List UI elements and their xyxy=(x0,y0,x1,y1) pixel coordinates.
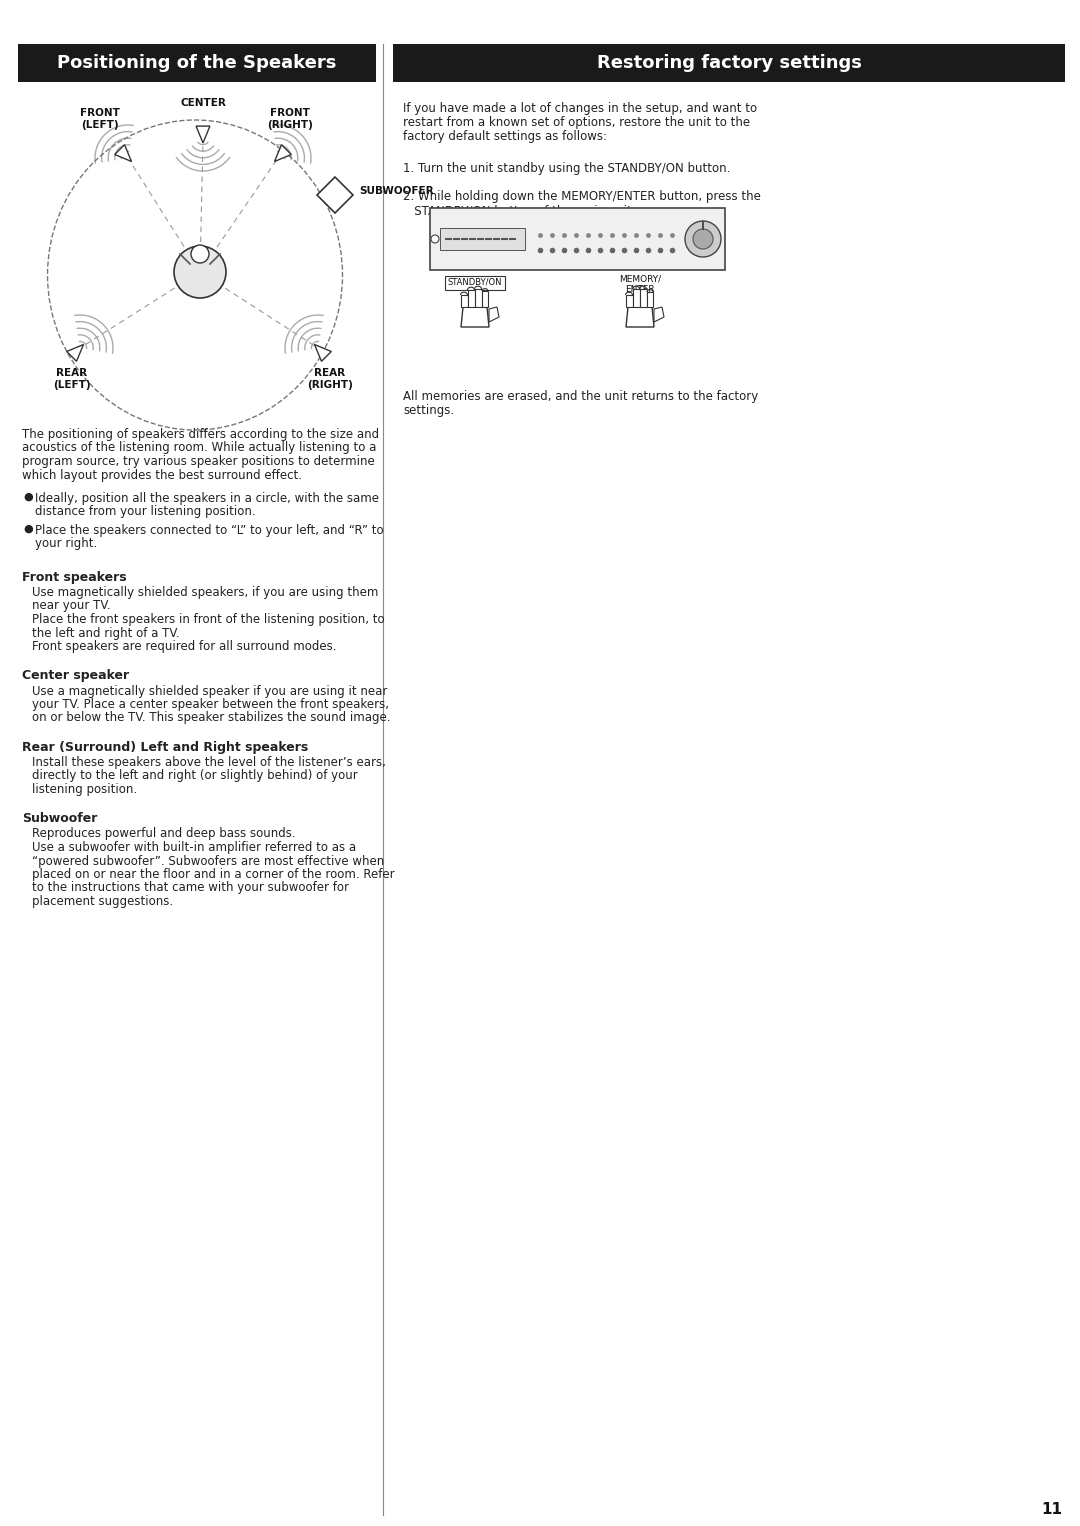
Text: program source, try various speaker positions to determine: program source, try various speaker posi… xyxy=(22,455,375,468)
Text: near your TV.: near your TV. xyxy=(32,600,110,612)
Text: REAR: REAR xyxy=(56,368,87,378)
Text: Restoring factory settings: Restoring factory settings xyxy=(596,53,862,72)
Text: FRONT: FRONT xyxy=(80,108,120,118)
Text: Front speakers: Front speakers xyxy=(22,571,126,584)
Polygon shape xyxy=(274,145,292,162)
Polygon shape xyxy=(461,307,489,327)
Bar xyxy=(461,295,468,307)
Bar xyxy=(475,288,482,307)
Polygon shape xyxy=(67,345,83,362)
Bar xyxy=(647,291,653,307)
Text: STANDBY/ON button of the main unit.: STANDBY/ON button of the main unit. xyxy=(403,204,636,217)
Text: ●: ● xyxy=(23,491,32,502)
Text: Subwoofer: Subwoofer xyxy=(22,812,97,826)
Text: 2. While holding down the MEMORY/ENTER button, press the: 2. While holding down the MEMORY/ENTER b… xyxy=(403,191,761,203)
Text: REAR: REAR xyxy=(314,368,346,378)
Text: to the instructions that came with your subwoofer for: to the instructions that came with your … xyxy=(32,882,349,894)
Text: Place the front speakers in front of the listening position, to: Place the front speakers in front of the… xyxy=(32,613,384,626)
Text: All memories are erased, and the unit returns to the factory: All memories are erased, and the unit re… xyxy=(403,391,758,403)
Text: Ideally, position all the speakers in a circle, with the same: Ideally, position all the speakers in a … xyxy=(35,491,379,505)
Text: ENTER: ENTER xyxy=(625,285,654,295)
Polygon shape xyxy=(489,307,499,322)
Bar xyxy=(640,288,647,307)
Text: ●: ● xyxy=(23,523,32,534)
Text: Use a magnetically shielded speaker if you are using it near: Use a magnetically shielded speaker if y… xyxy=(32,685,388,697)
Text: If you have made a lot of changes in the setup, and want to: If you have made a lot of changes in the… xyxy=(403,102,757,114)
Text: your TV. Place a center speaker between the front speakers,: your TV. Place a center speaker between … xyxy=(32,697,389,711)
Bar xyxy=(445,276,505,290)
Polygon shape xyxy=(318,177,353,214)
Bar xyxy=(393,44,1065,82)
Text: your right.: your right. xyxy=(35,537,97,551)
Text: Use a subwoofer with built-in amplifier referred to as a: Use a subwoofer with built-in amplifier … xyxy=(32,841,356,855)
Bar xyxy=(468,290,475,307)
Text: CENTER: CENTER xyxy=(180,98,226,108)
Text: on or below the TV. This speaker stabilizes the sound image.: on or below the TV. This speaker stabili… xyxy=(32,711,391,725)
Circle shape xyxy=(191,246,210,262)
Circle shape xyxy=(685,221,721,256)
Bar xyxy=(482,291,488,307)
Text: 1. Turn the unit standby using the STANDBY/ON button.: 1. Turn the unit standby using the STAND… xyxy=(403,162,730,175)
Text: Center speaker: Center speaker xyxy=(22,670,130,682)
Polygon shape xyxy=(314,345,332,362)
Text: MEMORY/: MEMORY/ xyxy=(619,275,661,284)
Polygon shape xyxy=(197,127,210,143)
Text: FRONT: FRONT xyxy=(270,108,310,118)
Text: (RIGHT): (RIGHT) xyxy=(267,121,313,130)
Polygon shape xyxy=(626,307,654,327)
Text: The positioning of speakers differs according to the size and: The positioning of speakers differs acco… xyxy=(22,427,379,441)
Text: settings.: settings. xyxy=(403,404,454,417)
Bar xyxy=(626,295,633,307)
Text: (LEFT): (LEFT) xyxy=(53,380,91,391)
Text: (RIGHT): (RIGHT) xyxy=(307,380,353,391)
Circle shape xyxy=(431,235,438,243)
Bar xyxy=(440,227,525,250)
Text: Rear (Surround) Left and Right speakers: Rear (Surround) Left and Right speakers xyxy=(22,742,308,754)
Text: directly to the left and right (or slightly behind) of your: directly to the left and right (or sligh… xyxy=(32,769,357,783)
Text: Positioning of the Speakers: Positioning of the Speakers xyxy=(57,53,337,72)
Bar xyxy=(430,208,725,270)
Text: listening position.: listening position. xyxy=(32,783,137,797)
Text: SUBWOOFER: SUBWOOFER xyxy=(359,186,434,195)
Text: STANDBY/ON: STANDBY/ON xyxy=(448,278,502,287)
Text: Front speakers are required for all surround modes.: Front speakers are required for all surr… xyxy=(32,639,337,653)
Text: 11: 11 xyxy=(1041,1503,1063,1517)
Text: factory default settings as follows:: factory default settings as follows: xyxy=(403,130,607,143)
Text: restart from a known set of options, restore the unit to the: restart from a known set of options, res… xyxy=(403,116,751,130)
Circle shape xyxy=(174,246,226,298)
Text: placed on or near the floor and in a corner of the room. Refer: placed on or near the floor and in a cor… xyxy=(32,868,394,881)
Text: “powered subwoofer”. Subwoofers are most effective when: “powered subwoofer”. Subwoofers are most… xyxy=(32,855,384,867)
Text: acoustics of the listening room. While actually listening to a: acoustics of the listening room. While a… xyxy=(22,441,376,455)
Text: Reproduces powerful and deep bass sounds.: Reproduces powerful and deep bass sounds… xyxy=(32,827,296,841)
Bar xyxy=(633,288,640,307)
Text: Install these speakers above the level of the listener’s ears,: Install these speakers above the level o… xyxy=(32,755,386,769)
Text: the left and right of a TV.: the left and right of a TV. xyxy=(32,627,179,639)
Polygon shape xyxy=(114,145,132,162)
Circle shape xyxy=(693,229,713,249)
Polygon shape xyxy=(654,307,664,322)
Text: which layout provides the best surround effect.: which layout provides the best surround … xyxy=(22,468,302,482)
Text: (LEFT): (LEFT) xyxy=(81,121,119,130)
Bar xyxy=(18,44,376,82)
Text: Place the speakers connected to “L” to your left, and “R” to: Place the speakers connected to “L” to y… xyxy=(35,523,383,537)
Text: Use magnetically shielded speakers, if you are using them: Use magnetically shielded speakers, if y… xyxy=(32,586,378,600)
Text: distance from your listening position.: distance from your listening position. xyxy=(35,505,256,519)
Text: placement suggestions.: placement suggestions. xyxy=(32,896,173,908)
